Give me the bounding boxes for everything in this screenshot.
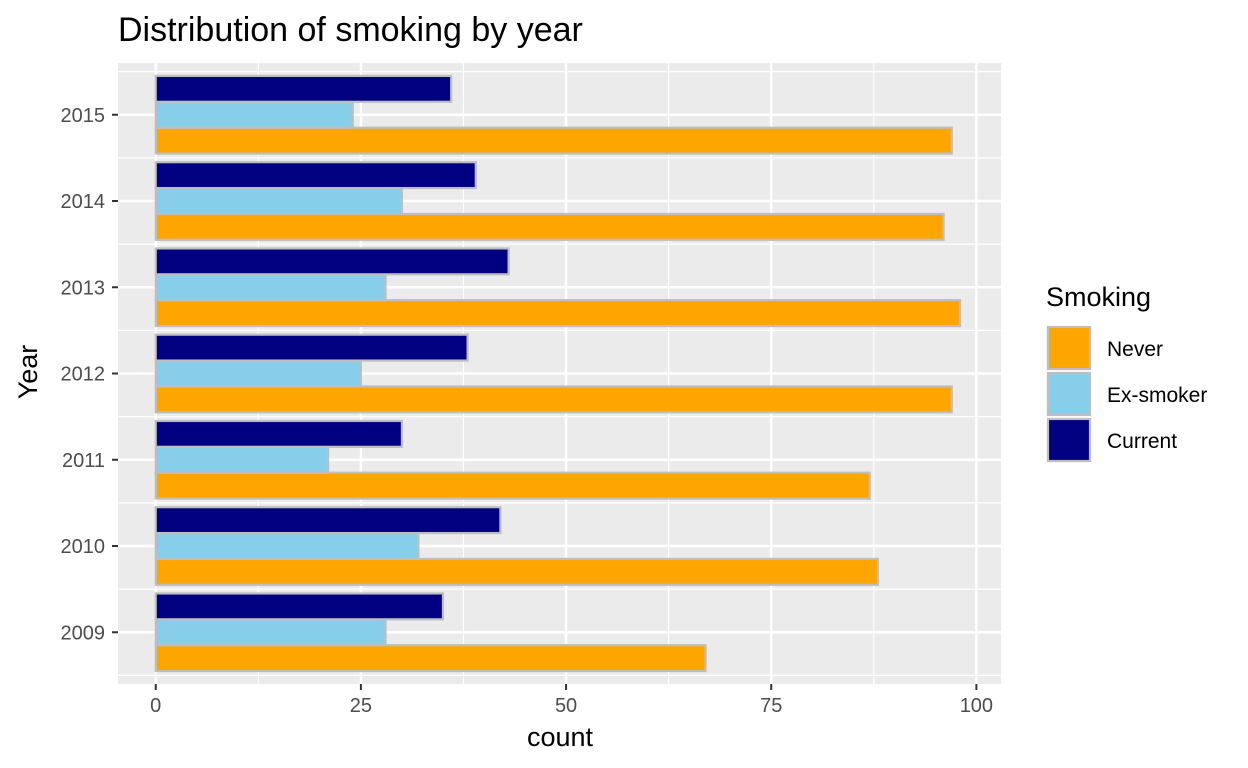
x-axis-title: count (527, 722, 594, 752)
bar-ex-smoker-2015 (154, 100, 354, 129)
bar-ex-smoker-2010 (154, 531, 420, 561)
bar-never-2015 (154, 126, 953, 155)
bar-never-2014 (154, 212, 945, 241)
bar-current-2009 (154, 592, 445, 621)
legend-title: Smoking (1046, 282, 1151, 312)
x-tick-label: 50 (555, 695, 577, 717)
bar-never-2012 (154, 385, 953, 414)
x-tick-label: 0 (150, 695, 161, 717)
bar-ex-smoker-2012 (154, 359, 363, 388)
y-tick-label: 2009 (61, 622, 106, 644)
legend-label-current: Current (1107, 430, 1177, 453)
y-axis-title: Year (13, 345, 43, 400)
y-tick-label: 2014 (61, 191, 106, 213)
bar-never-2010 (154, 557, 880, 586)
legend-key-ex-smoker (1046, 371, 1092, 417)
legend-key-never (1046, 325, 1092, 371)
bar-current-2011 (154, 419, 404, 448)
x-tick-label: 25 (350, 695, 372, 717)
y-tick-label: 2010 (61, 536, 106, 558)
bar-current-2014 (154, 161, 477, 190)
legend-label-never: Never (1107, 338, 1163, 361)
bar-never-2013 (154, 299, 962, 328)
bar-current-2012 (154, 333, 469, 362)
legend-items: Never Ex-smoker Current (1046, 325, 1207, 463)
bar-never-2009 (154, 644, 707, 673)
legend: Smoking Never Ex-smoker Current (1046, 282, 1207, 463)
bar-ex-smoker-2014 (154, 186, 404, 216)
plot-panel (118, 63, 1001, 684)
bar-ex-smoker-2013 (154, 273, 387, 302)
bar-ex-smoker-2011 (154, 445, 330, 474)
legend-label-ex-smoker: Ex-smoker (1107, 384, 1207, 407)
bar-current-2015 (154, 74, 453, 103)
chart-title: Distribution of smoking by year (118, 11, 583, 49)
y-tick-label: 2012 (61, 364, 106, 386)
bar-current-2013 (154, 247, 510, 276)
y-tick-label: 2015 (61, 105, 106, 127)
x-axis: 0 25 50 75 100 (150, 684, 993, 717)
y-axis: 2009 2010 2011 2012 2013 2014 2015 (61, 105, 118, 644)
x-tick-label: 100 (960, 695, 993, 717)
bar-ex-smoker-2009 (154, 618, 387, 647)
y-tick-label: 2013 (61, 277, 106, 299)
y-tick-label: 2011 (62, 450, 105, 472)
x-tick-label: 75 (760, 695, 782, 717)
legend-key-current (1046, 417, 1092, 463)
bar-never-2011 (154, 471, 871, 500)
bar-current-2010 (154, 506, 502, 535)
